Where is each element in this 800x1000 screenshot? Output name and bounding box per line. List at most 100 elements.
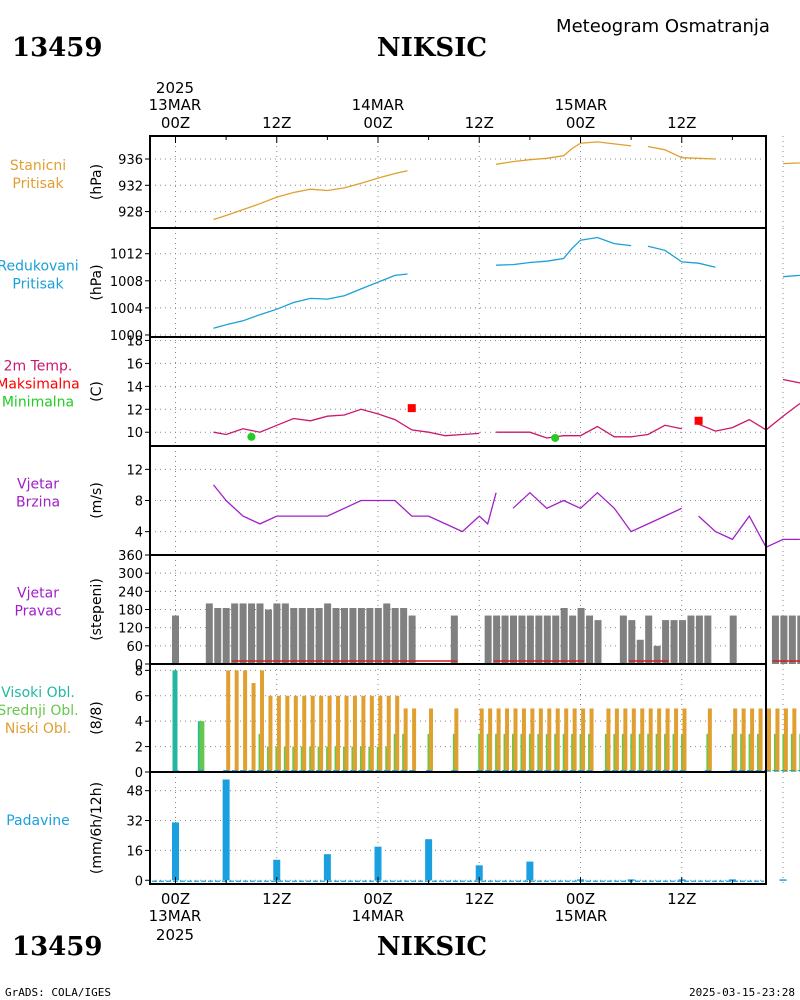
bottom-date-label: 13MAR [149, 907, 202, 925]
series-line [213, 408, 480, 437]
y-tick-label: 932 [118, 179, 143, 194]
cloud-bar [251, 683, 256, 772]
cloud-bar [758, 708, 763, 772]
cloud-bar [412, 708, 417, 772]
direction-bar [569, 615, 577, 664]
station-id-top: 13459 [12, 33, 102, 63]
cloud-bar [479, 708, 484, 772]
chart-title: Meteogram Osmatranja [556, 16, 770, 37]
direction-bar [695, 615, 703, 664]
cloud-bar [243, 670, 248, 772]
cloud-bar [361, 695, 366, 772]
cloud-bar [767, 708, 771, 772]
cloud-bar [285, 695, 290, 772]
cloud-bar [581, 708, 586, 772]
cloud-bar [344, 695, 349, 772]
direction-bar [324, 603, 332, 664]
top-hour-label: 12Z [667, 114, 696, 132]
cloud-bar [276, 695, 281, 772]
bottom-date-label: 14MAR [352, 907, 405, 925]
max-temp-marker [407, 404, 416, 413]
cloud-bar [429, 708, 433, 772]
y-tick-label: 10 [126, 426, 143, 441]
cloud-bar [454, 708, 459, 772]
series-line [213, 170, 408, 221]
direction-bar [484, 615, 492, 664]
cloud-bar [733, 708, 738, 772]
direction-bar [670, 620, 678, 664]
direction-bar [341, 607, 348, 664]
panel-frame [149, 135, 767, 229]
precip-bar [779, 879, 787, 881]
y-tick-label: 32 [126, 815, 143, 830]
direction-bar [298, 607, 306, 664]
cloud-bar [614, 708, 619, 772]
direction-bar [594, 620, 602, 664]
cloud-bar [555, 708, 560, 772]
direction-bar [535, 615, 543, 664]
min-temp-marker [551, 433, 560, 442]
series-line [698, 514, 800, 549]
top-hour-label: 00Z [363, 114, 392, 132]
direction-bar [205, 603, 213, 664]
direction-bar [264, 609, 272, 664]
panel-label: 2m Temp. [4, 359, 73, 375]
direction-bar [349, 607, 357, 664]
y-tick-label: 0 [135, 874, 143, 889]
cloud-bar [327, 695, 332, 772]
direction-bar [172, 615, 179, 664]
top-hour-label: 00Z [161, 114, 190, 132]
cloud-bar [750, 708, 755, 772]
cloud-bar [665, 708, 670, 772]
cloud-bar [369, 695, 374, 772]
precip-bar [323, 854, 331, 881]
cloud-bar [648, 708, 653, 772]
cloud-bar [530, 708, 535, 772]
panel-label: Vjetar [17, 477, 59, 493]
direction-bar [222, 607, 230, 664]
cloud-bar [741, 708, 746, 772]
direction-bar [729, 615, 737, 664]
direction-bar [315, 607, 323, 664]
cloud-bar [268, 695, 273, 772]
bottom-year-label: 2025 [156, 926, 194, 944]
cloud-bar [547, 708, 552, 772]
cloud-bar [403, 708, 408, 772]
cloud-bar [336, 695, 341, 772]
cloud-bar [707, 708, 712, 772]
y-tick-label: 0 [135, 658, 143, 673]
cloud-bar [657, 708, 662, 772]
panel-label: Niski Obl. [5, 721, 71, 737]
station-id-bottom: 13459 [12, 932, 102, 962]
cloud-bar [260, 670, 264, 772]
cloud-bar [319, 695, 324, 772]
top-hour-label: 12Z [465, 114, 494, 132]
direction-bar [273, 603, 281, 664]
top-year-label: 2025 [156, 79, 194, 97]
direction-bar [560, 607, 568, 664]
direction-bar [687, 615, 695, 664]
cloud-bar [378, 695, 383, 772]
cloud-bar [589, 708, 594, 772]
panel-frame [149, 445, 767, 556]
cloud-bar [631, 708, 636, 772]
direction-bar [290, 607, 298, 664]
direction-bar [771, 615, 779, 664]
y-tick-label: 0 [135, 766, 143, 781]
direction-bar [645, 615, 653, 664]
y-tick-label: 16 [126, 844, 143, 859]
cloud-bar [226, 670, 231, 772]
direction-bar [400, 607, 408, 664]
y-tick-label: 6 [135, 690, 143, 705]
y-tick-label: 4 [135, 715, 143, 730]
direction-bar [493, 615, 501, 664]
direction-bar [552, 615, 560, 664]
panel-label: Redukovani [0, 259, 79, 275]
y-tick-label: 18 [126, 334, 143, 349]
cloud-bar [792, 708, 797, 772]
direction-bar [256, 603, 264, 664]
direction-bar [577, 607, 585, 664]
panel-redukovani: Redukovani Pritisak (hPa) 1000 1004 1008 1012 [0, 227, 800, 344]
y-tick-label: 14 [126, 380, 143, 395]
cloud-bar [395, 695, 400, 772]
